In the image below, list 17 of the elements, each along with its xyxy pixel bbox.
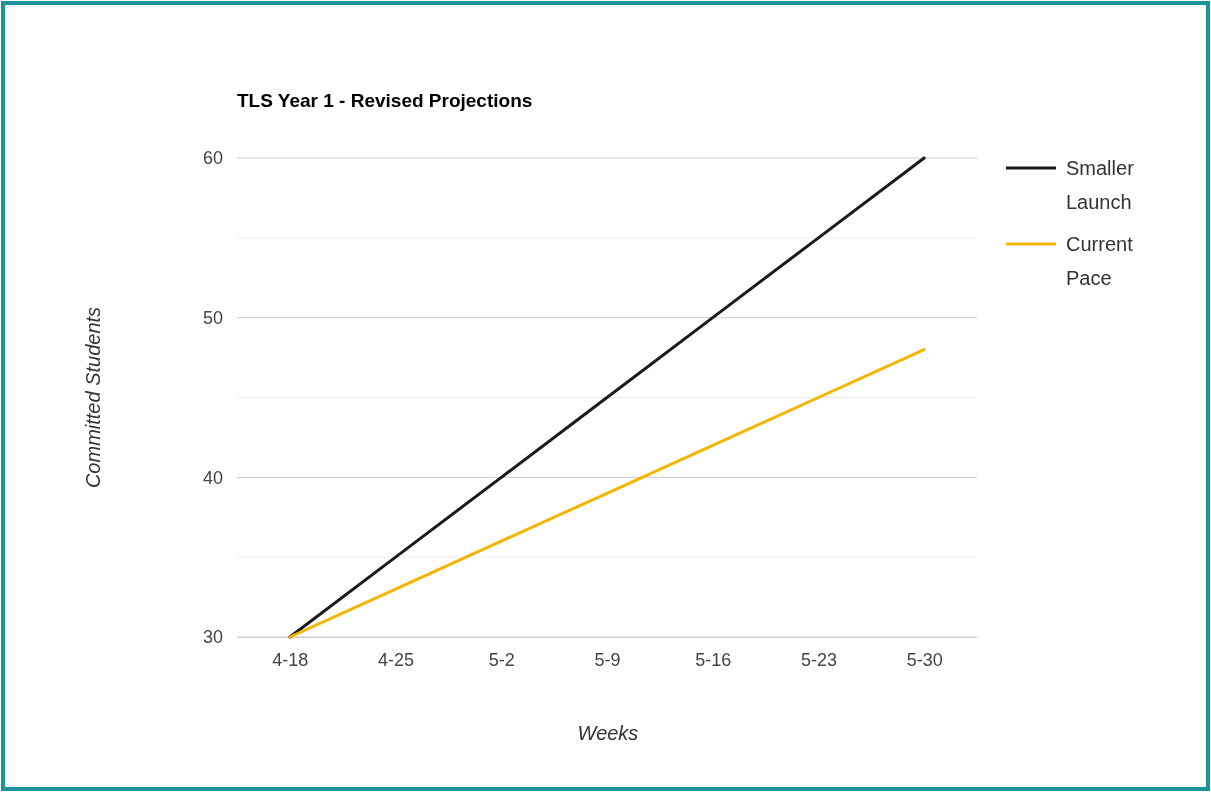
y-tick-label: 50 [202,307,223,328]
chart-title: TLS Year 1 - Revised Projections [237,90,533,111]
x-tick-label: 5-30 [906,649,943,670]
x-axis-title: Weeks [577,722,639,744]
y-tick-label: 40 [202,467,223,488]
y-axis-title: Committed Students [82,306,104,489]
x-tick-label: 4-25 [378,649,415,670]
legend-label: Smaller Launch [1066,157,1135,213]
y-tick-label: 30 [202,627,223,648]
x-tick-label: 5-23 [800,649,837,670]
x-tick-label: 5-16 [695,649,732,670]
x-tick-label: 5-9 [594,649,621,670]
x-tick-label: 5-2 [488,649,515,670]
y-tick-label: 60 [202,148,223,169]
legend-label: Current Pace [1066,233,1134,289]
x-tick-label: 4-18 [272,649,309,670]
line-series [288,348,926,639]
